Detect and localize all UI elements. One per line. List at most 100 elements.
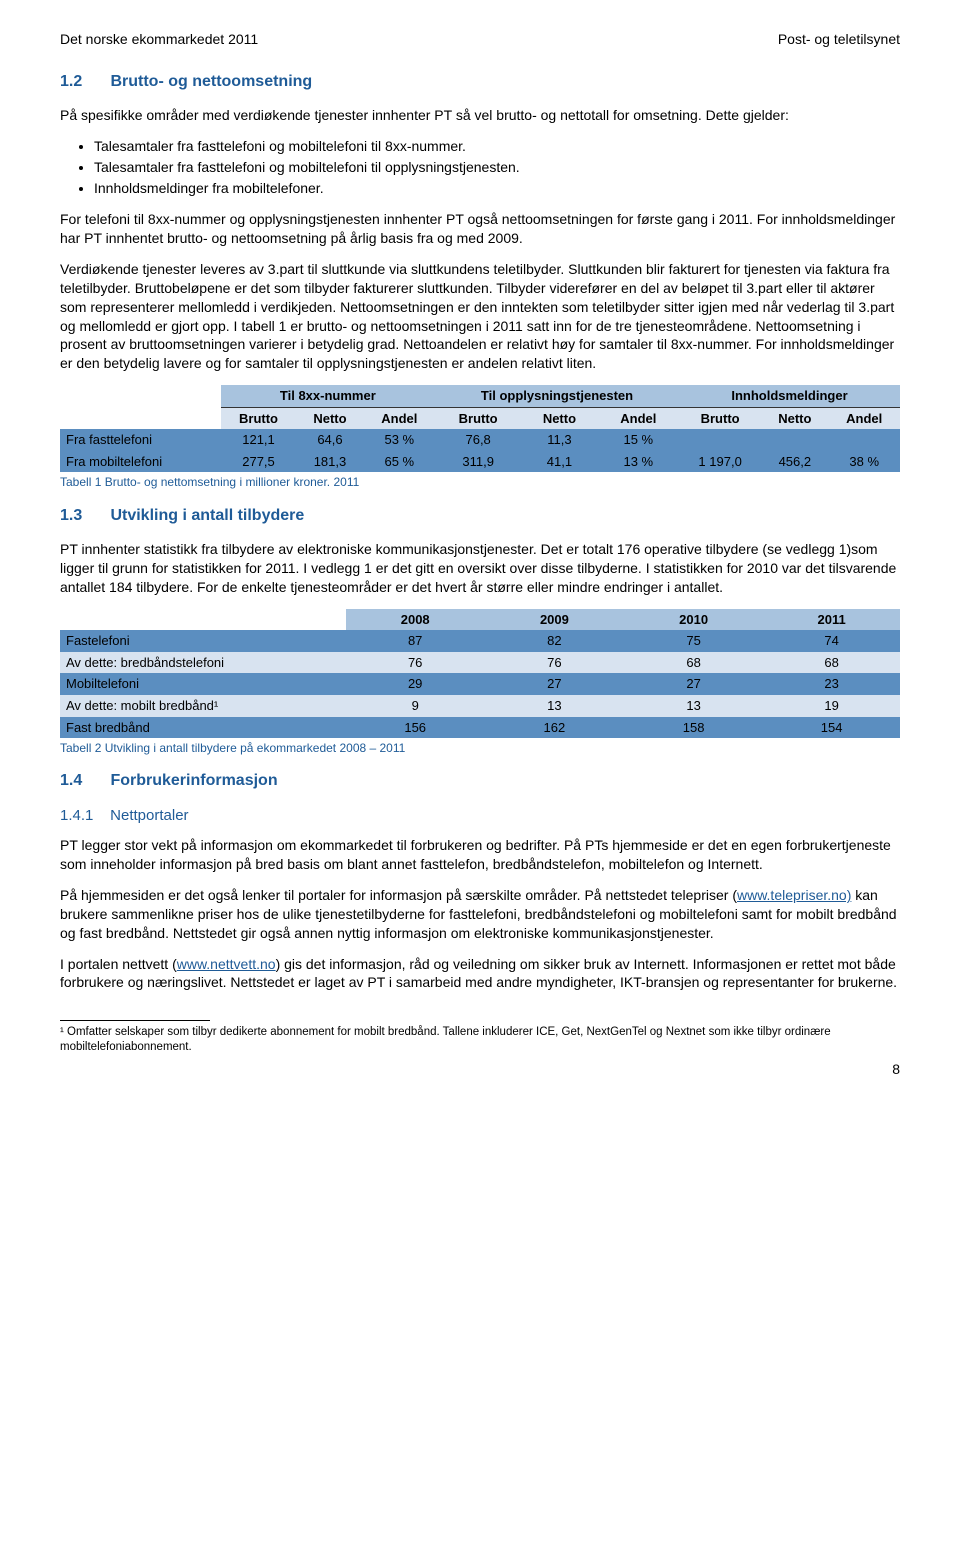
- cell: 65 %: [364, 451, 436, 473]
- table-row: Av dette: bredbåndstelefoni 76 76 68 68: [60, 652, 900, 674]
- cell: [828, 429, 900, 451]
- cell: 27: [485, 673, 624, 695]
- year-col: 2009: [485, 609, 624, 631]
- year-col: 2008: [346, 609, 485, 631]
- cell: 64,6: [296, 429, 363, 451]
- cell: 13 %: [598, 451, 679, 473]
- cell: 13: [485, 695, 624, 717]
- cell: [761, 429, 828, 451]
- paragraph: For telefoni til 8xx-nummer og opplysnin…: [60, 210, 900, 248]
- subcol: Netto: [761, 407, 828, 429]
- cell: 76: [485, 652, 624, 674]
- row-label: Fra mobiltelefoni: [60, 451, 221, 473]
- cell: 154: [763, 717, 900, 739]
- text-span: I portalen nettvett (: [60, 956, 177, 972]
- section-num: 1.4.1: [60, 806, 106, 826]
- section-num: 1.4: [60, 770, 106, 792]
- paragraph: På hjemmesiden er det også lenker til po…: [60, 886, 900, 943]
- section-1-3-title: 1.3 Utvikling i antall tilbydere: [60, 505, 900, 527]
- subcol: Andel: [364, 407, 436, 429]
- header-left: Det norske ekommarkedet 2011: [60, 30, 258, 49]
- row-label: Av dette: mobilt bredbånd¹: [60, 695, 346, 717]
- cell: 68: [624, 652, 763, 674]
- list-item: Talesamtaler fra fasttelefoni og mobilte…: [94, 158, 900, 177]
- cell: 1 197,0: [679, 451, 761, 473]
- cell: 13: [624, 695, 763, 717]
- cell: 158: [624, 717, 763, 739]
- cell: 9: [346, 695, 485, 717]
- cell: 74: [763, 630, 900, 652]
- subcol: Brutto: [679, 407, 761, 429]
- list-item: Innholdsmeldinger fra mobiltelefoner.: [94, 179, 900, 198]
- subcol: Brutto: [221, 407, 297, 429]
- nettvett-link[interactable]: www.nettvett.no: [177, 956, 276, 972]
- footnote-separator: [60, 1020, 210, 1021]
- page-header: Det norske ekommarkedet 2011 Post- og te…: [60, 30, 900, 49]
- row-label: Fra fasttelefoni: [60, 429, 221, 451]
- table-row: Fastelefoni 87 82 75 74: [60, 630, 900, 652]
- subcol: Netto: [296, 407, 363, 429]
- paragraph: I portalen nettvett (www.nettvett.no) gi…: [60, 955, 900, 993]
- cell: 75: [624, 630, 763, 652]
- section-1-4-title: 1.4 Forbrukerinformasjon: [60, 770, 900, 792]
- cell: 456,2: [761, 451, 828, 473]
- cell: 19: [763, 695, 900, 717]
- table-row: Fast bredbånd 156 162 158 154: [60, 717, 900, 739]
- row-label: Fastelefoni: [60, 630, 346, 652]
- page-number: 8: [60, 1060, 900, 1079]
- cell: 82: [485, 630, 624, 652]
- section-title-text: Nettportaler: [110, 807, 188, 824]
- paragraph: På spesifikke områder med verdiøkende tj…: [60, 106, 900, 125]
- subcol: Andel: [828, 407, 900, 429]
- table-1: Til 8xx-nummer Til opplysningstjenesten …: [60, 385, 900, 472]
- table-row: Fra mobiltelefoni 277,5 181,3 65 % 311,9…: [60, 451, 900, 473]
- table-header-sub: Brutto Netto Andel Brutto Netto Andel Br…: [60, 407, 900, 429]
- table-1-caption: Tabell 1 Brutto- og nettomsetning i mill…: [60, 474, 900, 490]
- table-row: Mobiltelefoni 29 27 27 23: [60, 673, 900, 695]
- col-group: Innholdsmeldinger: [679, 385, 900, 407]
- cell: 277,5: [221, 451, 297, 473]
- paragraph: PT innhenter statistikk fra tilbydere av…: [60, 540, 900, 597]
- year-col: 2010: [624, 609, 763, 631]
- cell: 53 %: [364, 429, 436, 451]
- row-label: Fast bredbånd: [60, 717, 346, 739]
- section-title-text: Utvikling i antall tilbydere: [110, 507, 304, 524]
- table-header-group: Til 8xx-nummer Til opplysningstjenesten …: [60, 385, 900, 407]
- telepriser-link[interactable]: www.telepriser.no): [737, 887, 851, 903]
- section-title-text: Forbrukerinformasjon: [110, 772, 277, 789]
- table-header: 2008 2009 2010 2011: [60, 609, 900, 631]
- table-row: Fra fasttelefoni 121,1 64,6 53 % 76,8 11…: [60, 429, 900, 451]
- table-2-caption: Tabell 2 Utvikling i antall tilbydere på…: [60, 740, 900, 756]
- subcol: Netto: [521, 407, 597, 429]
- cell: 38 %: [828, 451, 900, 473]
- cell: 156: [346, 717, 485, 739]
- cell: 68: [763, 652, 900, 674]
- col-group: Til 8xx-nummer: [221, 385, 435, 407]
- paragraph: PT legger stor vekt på informasjon om ek…: [60, 836, 900, 874]
- cell: 181,3: [296, 451, 363, 473]
- cell: 76: [346, 652, 485, 674]
- bullet-list: Talesamtaler fra fasttelefoni og mobilte…: [94, 137, 900, 198]
- header-right: Post- og teletilsynet: [778, 30, 900, 49]
- row-label: Av dette: bredbåndstelefoni: [60, 652, 346, 674]
- cell: 11,3: [521, 429, 597, 451]
- cell: 162: [485, 717, 624, 739]
- list-item: Talesamtaler fra fasttelefoni og mobilte…: [94, 137, 900, 156]
- section-1-4-1-title: 1.4.1 Nettportaler: [60, 806, 900, 826]
- table-row: Av dette: mobilt bredbånd¹ 9 13 13 19: [60, 695, 900, 717]
- cell: 41,1: [521, 451, 597, 473]
- cell: 87: [346, 630, 485, 652]
- text-span: På hjemmesiden er det også lenker til po…: [60, 887, 737, 903]
- cell: 311,9: [435, 451, 521, 473]
- footnote: ¹ Omfatter selskaper som tilbyr dedikert…: [60, 1025, 900, 1054]
- table-2: 2008 2009 2010 2011 Fastelefoni 87 82 75…: [60, 609, 900, 738]
- cell: 27: [624, 673, 763, 695]
- section-title-text: Brutto- og nettoomsetning: [110, 73, 312, 90]
- section-num: 1.2: [60, 71, 106, 93]
- paragraph: Verdiøkende tjenester leveres av 3.part …: [60, 260, 900, 373]
- cell: 15 %: [598, 429, 679, 451]
- cell: 29: [346, 673, 485, 695]
- subcol: Andel: [598, 407, 679, 429]
- cell: [679, 429, 761, 451]
- col-group: Til opplysningstjenesten: [435, 385, 679, 407]
